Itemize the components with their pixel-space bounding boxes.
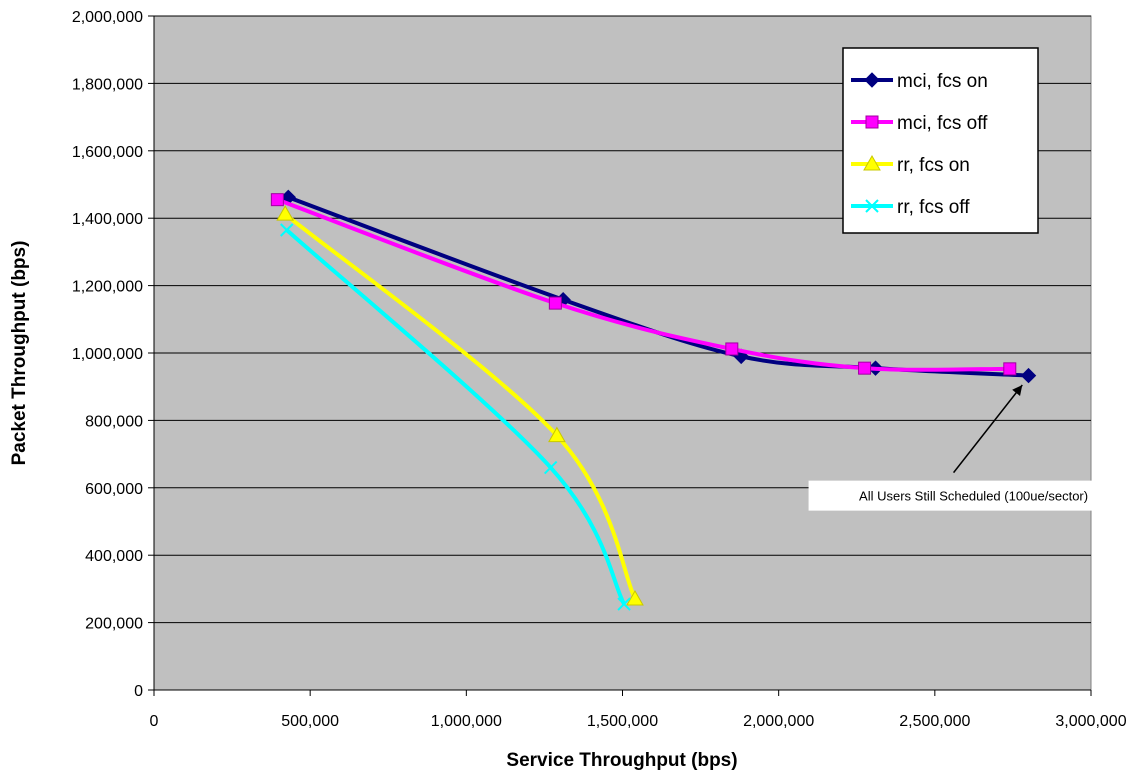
x-marker-stroke (617, 597, 631, 611)
y-tick-label: 800,000 (85, 413, 143, 430)
legend: mci, fcs on mci, fcs off rr, fcs on rr, fcs… (842, 47, 1039, 234)
annotation-layer: All Users Still Scheduled (100ue/sector) (808, 384, 1139, 511)
y-tick-label: 0 (134, 683, 143, 700)
data-point (276, 205, 295, 221)
series-1 (270, 193, 1017, 376)
legend-entry: mci, fcs off (851, 113, 988, 134)
x-axis-ticks: 0 500,000 1,000,000 1,500,000 2,000,000 2,500… (150, 690, 1127, 730)
annotation-text: All Users Still Scheduled (100ue/sector) (859, 489, 1088, 504)
legend-marker (865, 115, 879, 129)
data-point (617, 597, 631, 611)
x-marker-stroke (865, 199, 879, 213)
legend-marker (863, 154, 881, 171)
data-point (280, 223, 294, 237)
series-line (283, 212, 637, 600)
y-tick-label: 400,000 (85, 548, 143, 565)
annotation-arrowhead (1012, 385, 1023, 396)
series-3 (280, 223, 631, 611)
legend-entry: mci, fcs on (851, 71, 988, 92)
legend-label: mci, fcs off (897, 113, 988, 134)
y-tick-label: 600,000 (85, 481, 143, 498)
annotation-arrow (952, 384, 1023, 474)
x-tick-label: 500,000 (281, 713, 339, 730)
legend-marker (865, 199, 879, 213)
data-point (1003, 362, 1017, 376)
legend-label: mci, fcs on (897, 71, 988, 92)
y-tick-label: 2,000,000 (72, 9, 143, 26)
series-layer (270, 189, 1037, 611)
y-tick-label: 1,800,000 (72, 76, 143, 93)
y-axis-title: Packet Throughput (bps) (9, 241, 30, 466)
legend-label: rr, fcs on (897, 155, 970, 176)
x-tick-label: 3,000,000 (1055, 713, 1126, 730)
y-axis-ticks: 0 200,000 400,000 600,000 800,000 1,000,000 1,… (72, 9, 154, 700)
data-point (725, 342, 739, 356)
legend-entry: rr, fcs on (851, 154, 970, 176)
data-point (548, 296, 562, 310)
x-marker-stroke (543, 460, 558, 475)
series-line (276, 197, 1010, 372)
x-tick-label: 2,500,000 (899, 713, 970, 730)
series-2 (276, 205, 644, 606)
annotation-box (808, 480, 1139, 511)
y-tick-label: 1,000,000 (72, 346, 143, 363)
x-tick-label: 0 (150, 713, 159, 730)
legend-marker (864, 72, 880, 88)
y-tick-label: 1,600,000 (72, 144, 143, 161)
x-tick-label: 2,000,000 (743, 713, 814, 730)
data-point (270, 193, 284, 207)
data-point (548, 426, 566, 443)
y-tick-label: 200,000 (85, 616, 143, 633)
x-tick-label: 1,500,000 (587, 713, 658, 730)
x-tick-label: 1,000,000 (431, 713, 502, 730)
data-point (626, 590, 644, 606)
series-line (285, 228, 626, 606)
x-axis-title: Service Throughput (bps) (506, 750, 737, 771)
data-point (858, 361, 872, 375)
legend-entry: rr, fcs off (851, 197, 970, 218)
x-marker-stroke (280, 223, 294, 237)
y-tick-label: 1,200,000 (72, 279, 143, 296)
legend-label: rr, fcs off (897, 197, 970, 218)
data-point (543, 460, 558, 475)
y-tick-label: 1,400,000 (72, 211, 143, 228)
data-point (1020, 367, 1037, 384)
